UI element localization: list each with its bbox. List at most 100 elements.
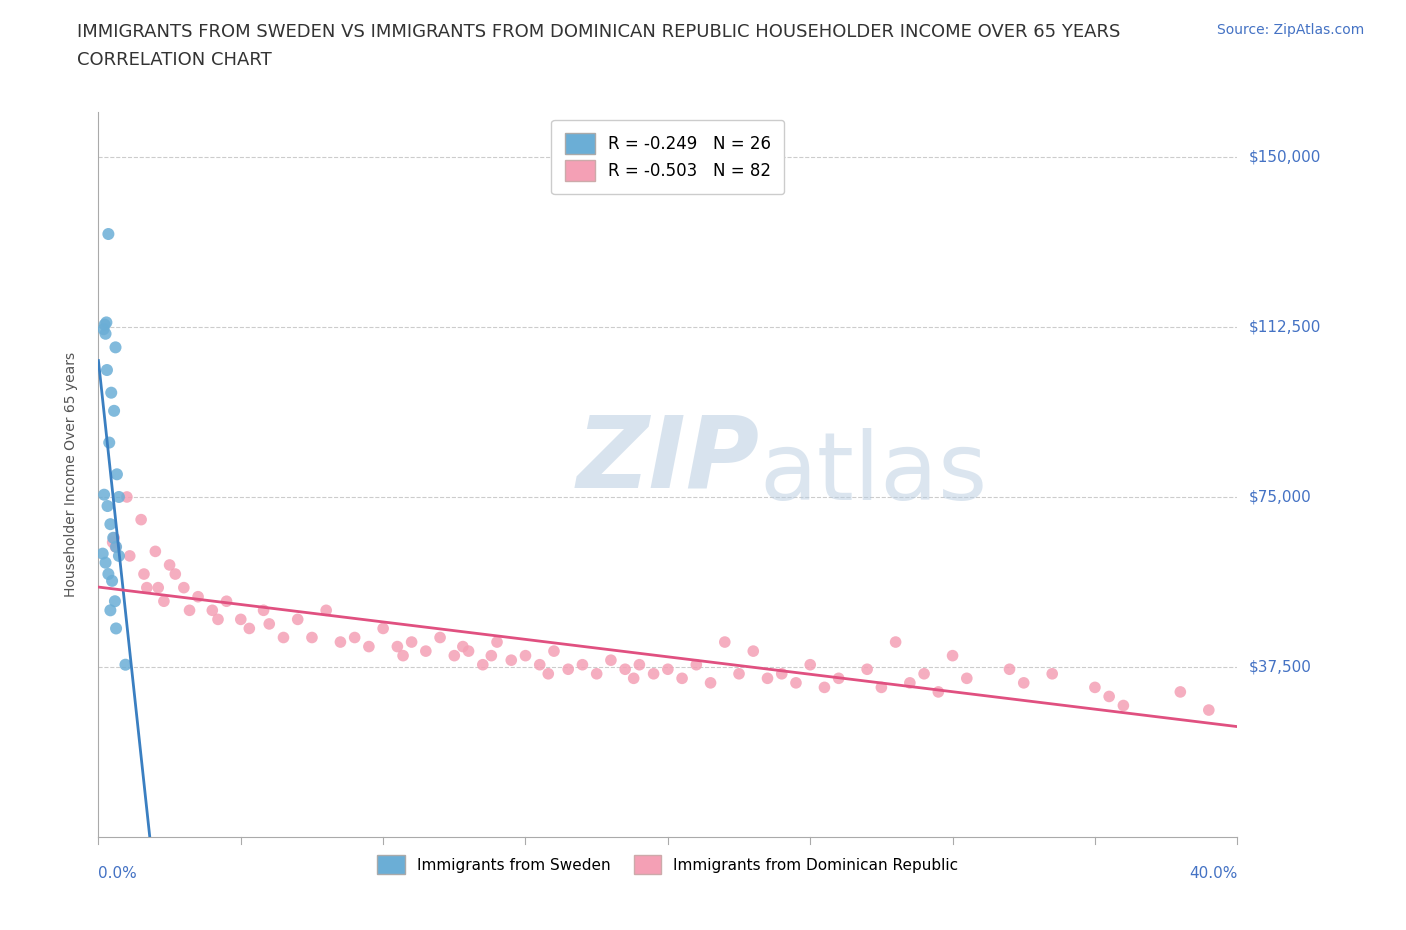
Point xyxy=(728,667,751,682)
Point xyxy=(486,634,509,649)
Point xyxy=(207,612,229,627)
Point xyxy=(259,617,281,631)
Point xyxy=(600,653,623,668)
Text: CORRELATION CHART: CORRELATION CHART xyxy=(77,51,273,69)
Point xyxy=(118,549,141,564)
Point xyxy=(392,648,415,663)
Point xyxy=(287,612,309,627)
Point xyxy=(785,675,807,690)
Point xyxy=(173,580,195,595)
Point xyxy=(103,530,125,545)
Point xyxy=(537,667,560,682)
Text: IMMIGRANTS FROM SWEDEN VS IMMIGRANTS FROM DOMINICAN REPUBLIC HOUSEHOLDER INCOME : IMMIGRANTS FROM SWEDEN VS IMMIGRANTS FRO… xyxy=(77,23,1121,41)
Point xyxy=(515,648,537,663)
Point xyxy=(159,558,181,573)
Point xyxy=(451,639,474,654)
Point xyxy=(856,662,879,677)
Point xyxy=(105,467,128,482)
Point xyxy=(770,667,793,682)
Y-axis label: Householder Income Over 65 years: Householder Income Over 65 years xyxy=(63,352,77,597)
Point xyxy=(100,517,122,532)
Point xyxy=(401,634,423,649)
Point xyxy=(529,658,551,672)
Text: $112,500: $112,500 xyxy=(1249,319,1320,335)
Point xyxy=(870,680,893,695)
Point xyxy=(96,363,118,378)
Point xyxy=(1040,667,1063,682)
Point xyxy=(329,634,352,649)
Point xyxy=(93,322,115,337)
Point xyxy=(108,549,131,564)
Point xyxy=(101,535,124,550)
Point xyxy=(114,658,136,672)
Point xyxy=(301,631,323,645)
Point xyxy=(614,662,637,677)
Point xyxy=(479,648,502,663)
Point xyxy=(93,317,115,332)
Point xyxy=(543,644,565,658)
Point xyxy=(101,574,124,589)
Point xyxy=(927,684,949,699)
Point xyxy=(135,580,157,595)
Point xyxy=(132,566,155,581)
Point xyxy=(165,566,187,581)
Point xyxy=(685,658,707,672)
Point xyxy=(756,671,779,685)
Point xyxy=(585,667,607,682)
Point xyxy=(371,621,394,636)
Point xyxy=(799,658,821,672)
Point xyxy=(105,539,128,554)
Point xyxy=(956,671,979,685)
Point xyxy=(942,648,965,663)
Point xyxy=(273,631,295,645)
Point xyxy=(628,658,651,672)
Point xyxy=(93,487,115,502)
Point xyxy=(343,631,366,645)
Point xyxy=(813,680,835,695)
Point xyxy=(643,667,665,682)
Point xyxy=(429,631,451,645)
Text: 0.0%: 0.0% xyxy=(98,866,138,881)
Text: $150,000: $150,000 xyxy=(1249,150,1320,165)
Text: atlas: atlas xyxy=(759,429,987,520)
Point xyxy=(1170,684,1192,699)
Point xyxy=(179,603,201,618)
Point xyxy=(108,489,131,504)
Point xyxy=(145,544,167,559)
Point xyxy=(1198,703,1220,718)
Point xyxy=(238,621,260,636)
Point xyxy=(571,658,593,672)
Point xyxy=(94,555,117,570)
Point xyxy=(215,594,238,609)
Point xyxy=(699,675,721,690)
Point xyxy=(501,653,523,668)
Point xyxy=(657,662,679,677)
Point xyxy=(714,634,737,649)
Point xyxy=(387,639,409,654)
Point xyxy=(443,648,465,663)
Point xyxy=(912,667,935,682)
Point xyxy=(103,404,125,418)
Point xyxy=(557,662,579,677)
Point xyxy=(415,644,437,658)
Point xyxy=(1084,680,1107,695)
Point xyxy=(148,580,170,595)
Text: $75,000: $75,000 xyxy=(1249,489,1312,504)
Point xyxy=(201,603,224,618)
Point xyxy=(828,671,851,685)
Point xyxy=(153,594,176,609)
Point xyxy=(115,489,138,504)
Text: 40.0%: 40.0% xyxy=(1189,866,1237,881)
Point xyxy=(94,326,117,341)
Point xyxy=(105,621,128,636)
Point xyxy=(91,546,114,561)
Point xyxy=(623,671,645,685)
Legend: Immigrants from Sweden, Immigrants from Dominican Republic: Immigrants from Sweden, Immigrants from … xyxy=(371,849,965,880)
Point xyxy=(104,594,127,609)
Point xyxy=(104,539,127,554)
Point xyxy=(357,639,380,654)
Point xyxy=(1098,689,1121,704)
Point xyxy=(471,658,494,672)
Point xyxy=(98,435,121,450)
Point xyxy=(252,603,274,618)
